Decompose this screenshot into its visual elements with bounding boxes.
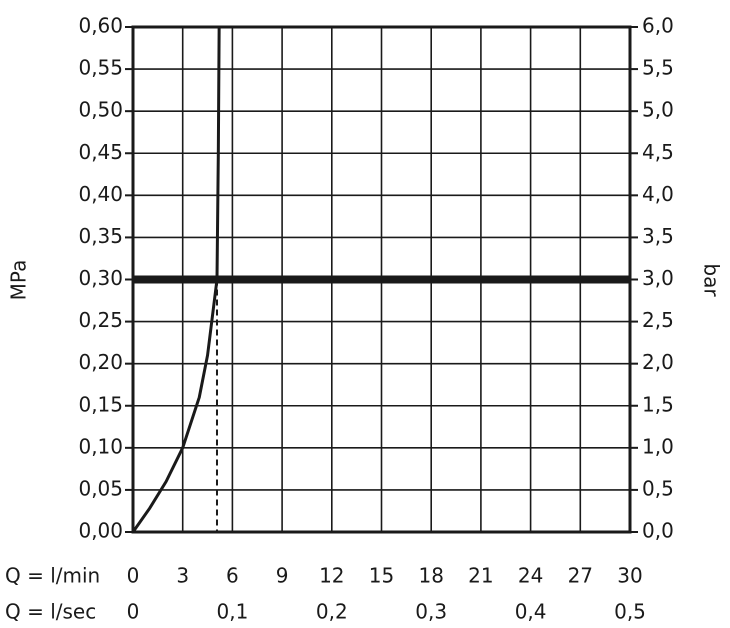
y-tick-label: 0,25	[78, 308, 123, 332]
x2-axis-label: Q = l/sec	[5, 600, 96, 624]
x-tick-label: 9	[276, 564, 289, 588]
y2-axis-label: bar	[700, 263, 724, 297]
y-tick-label: 0,15	[78, 392, 123, 416]
y2-tick-label: 4,0	[642, 182, 674, 206]
y2-tick-label: 1,0	[642, 434, 674, 458]
y2-tick-label: 5,5	[642, 56, 674, 80]
x-tick-label: 21	[468, 564, 493, 588]
x-tick-label: 15	[369, 564, 394, 588]
x-tick-label: 6	[226, 564, 239, 588]
y-tick-label: 0,20	[78, 350, 123, 374]
y2-tick-label: 1,5	[642, 392, 674, 416]
y2-tick-label: 4,5	[642, 140, 674, 164]
x-tick-label: 12	[319, 564, 344, 588]
x-tick-label: 0	[127, 564, 140, 588]
y2-tick-label: 6,0	[642, 14, 674, 38]
x-tick-label: 27	[568, 564, 593, 588]
y-tick-label: 0,35	[78, 224, 123, 248]
x2-tick-label: 0,5	[614, 600, 646, 624]
x2-tick-label: 0	[127, 600, 140, 624]
y2-tick-label: 5,0	[642, 98, 674, 122]
curve	[131, 26, 221, 533]
y-tick-label: 0,10	[78, 434, 123, 458]
y-tick-label: 0,40	[78, 182, 123, 206]
y2-tick-label: 3,5	[642, 224, 674, 248]
y2-tick-label: 2,5	[642, 308, 674, 332]
y2-tick-label: 3,0	[642, 266, 674, 290]
y2-tick-label: 2,0	[642, 350, 674, 374]
y-tick-label: 0,50	[78, 98, 123, 122]
x2-tick-label: 0,3	[415, 600, 447, 624]
y-tick-label: 0,60	[78, 14, 123, 38]
x-tick-label: 18	[418, 564, 443, 588]
x-axis-label: Q = l/min	[5, 564, 100, 588]
y-tick-label: 0,00	[78, 519, 123, 543]
y-axis-label: MPa	[7, 260, 31, 301]
y-tick-label: 0,45	[78, 140, 123, 164]
x-tick-label: 30	[617, 564, 642, 588]
y-tick-label: 0,55	[78, 56, 123, 80]
x2-tick-label: 0,2	[316, 600, 348, 624]
y2-tick-label: 0,0	[642, 519, 674, 543]
x2-tick-label: 0,1	[216, 600, 248, 624]
y-tick-label: 0,30	[78, 266, 123, 290]
x-tick-label: 3	[176, 564, 189, 588]
y-tick-label: 0,05	[78, 476, 123, 500]
y2-tick-label: 0,5	[642, 476, 674, 500]
x-tick-label: 24	[518, 564, 543, 588]
x2-tick-label: 0,4	[515, 600, 547, 624]
